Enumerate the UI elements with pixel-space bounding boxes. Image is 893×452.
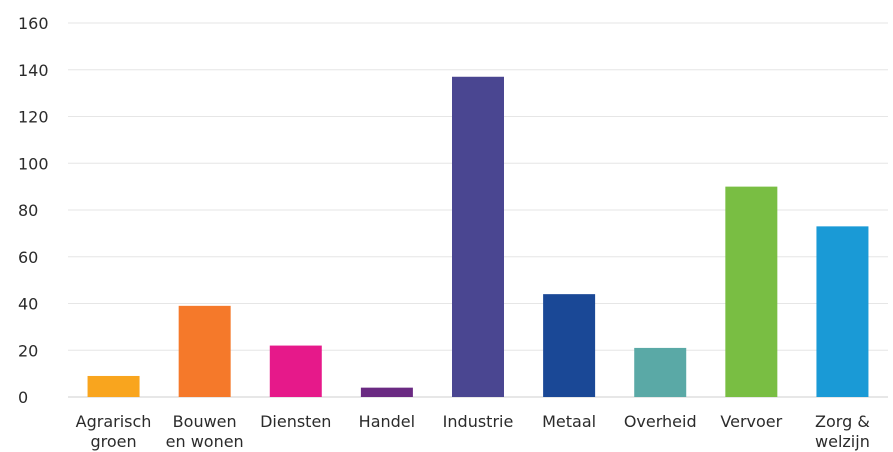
x-category-label-line: Zorg &	[815, 412, 870, 431]
y-axis: 0 20 40 60 80 100 120 140 160	[18, 14, 49, 407]
x-category-label: Metaal	[542, 412, 596, 431]
x-category-label: Agrarisch groen	[76, 412, 152, 451]
y-tick-label: 80	[18, 201, 38, 220]
x-category-label-line: Vervoer	[720, 412, 782, 431]
x-category-label: Handel	[359, 412, 415, 431]
x-category-label: Diensten	[260, 412, 331, 431]
y-tick-label: 60	[18, 248, 38, 267]
bar-5	[543, 294, 596, 397]
y-tick-label: 20	[18, 341, 38, 360]
bar-6	[634, 347, 687, 397]
x-axis: Agrarisch groen Bouwen en wonen Diensten Hand…	[76, 412, 870, 451]
y-tick-label: 120	[18, 108, 49, 127]
bar-3	[360, 387, 413, 397]
x-category-label-line: Handel	[359, 412, 415, 431]
x-category-label: Industrie	[443, 412, 514, 431]
x-category-label-line: Overheid	[624, 412, 697, 431]
x-category-label: Overheid	[624, 412, 697, 431]
x-category-label: Zorg & welzijn	[815, 412, 870, 451]
x-category-label-line: welzijn	[815, 432, 870, 451]
y-tick-label: 140	[18, 61, 49, 80]
bar-8	[816, 226, 869, 397]
y-tick-label: 160	[18, 14, 49, 33]
bar-1	[178, 305, 231, 397]
x-category-label-line: Diensten	[260, 412, 331, 431]
x-category-label-line: Agrarisch	[76, 412, 152, 431]
x-category-label: Bouwen en wonen	[166, 412, 244, 451]
bar-7	[725, 186, 778, 397]
bar-0	[87, 375, 140, 397]
x-category-label-line: Bouwen	[173, 412, 237, 431]
x-category-label-line: Metaal	[542, 412, 596, 431]
x-category-label: Vervoer	[720, 412, 782, 431]
y-tick-label: 0	[18, 388, 28, 407]
bar-2	[269, 345, 322, 397]
y-tick-label: 40	[18, 295, 38, 314]
bars	[87, 76, 869, 397]
bar-4	[452, 76, 504, 397]
y-tick-label: 100	[18, 154, 49, 173]
x-category-label-line: Industrie	[443, 412, 514, 431]
x-category-label-line: groen	[90, 432, 136, 451]
x-category-label-line: en wonen	[166, 432, 244, 451]
